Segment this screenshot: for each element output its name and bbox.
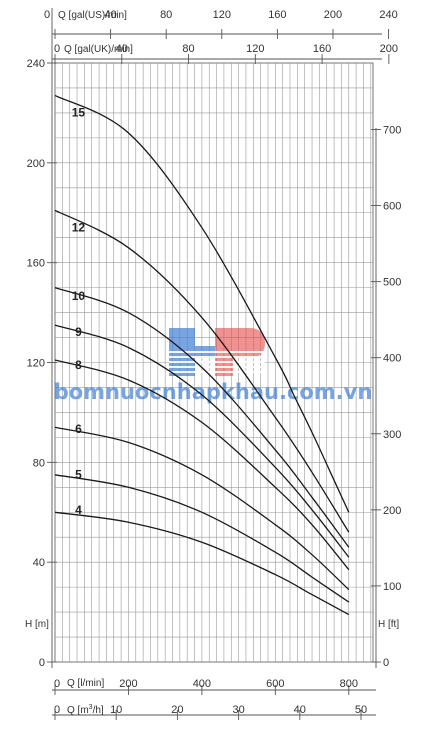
bottom-lmin-axis-label: Q [l/min] <box>67 678 104 689</box>
curve-label-15: 15 <box>72 106 86 120</box>
curve-4 <box>54 511 350 616</box>
top-us-tick-label: 240 <box>379 9 397 21</box>
curve-label-10: 10 <box>72 289 86 303</box>
curve-label-12: 12 <box>72 220 86 234</box>
curve-6 <box>54 426 350 591</box>
curve-15 <box>54 94 350 513</box>
curve-label-8: 8 <box>75 358 82 372</box>
right-tick-label: 500 <box>383 277 401 289</box>
bottom-m3h-tick-label: 10 <box>110 704 122 716</box>
top-us-tick-label: 40 <box>104 9 116 21</box>
top-uk-tick-label-zero: 0 <box>54 43 60 55</box>
bottom-m3h-tick-label-zero: 0 <box>54 704 60 716</box>
top-uk-tick-label: 40 <box>116 43 128 55</box>
curve-12 <box>54 209 350 533</box>
top-us-tick-label: 160 <box>268 9 286 21</box>
top-uk-tick-label: 200 <box>380 43 398 55</box>
bottom-m3h-tick-label: 40 <box>294 704 306 716</box>
curve-label-9: 9 <box>75 325 82 339</box>
right-tick-label: 100 <box>383 581 401 593</box>
right-tick-label: 600 <box>383 201 401 213</box>
top-us-tick-label: 120 <box>213 9 231 21</box>
left-tick-label: 240 <box>27 58 45 70</box>
right-axis-label: H [ft] <box>378 619 399 630</box>
right-tick-label: 700 <box>383 124 401 136</box>
left-tick-label: 0 <box>39 657 45 669</box>
curve-label-5: 5 <box>75 468 82 482</box>
left-tick-label: 200 <box>27 158 45 170</box>
curve-label-6: 6 <box>75 422 82 436</box>
curve-10 <box>54 286 350 548</box>
left-axis-label: H [m] <box>25 619 49 630</box>
right-tick-label: 0 <box>383 657 389 669</box>
curve-9 <box>54 324 350 558</box>
top-uk-axis-label: Q [gal(UK)/min] <box>64 44 133 55</box>
left-tick-label: 40 <box>33 557 45 569</box>
watermark: bomnuocnhapkhau.com.vn <box>54 328 373 404</box>
left-tick-label: 120 <box>27 358 45 370</box>
bottom-m3h-tick-label: 30 <box>232 704 244 716</box>
right-tick-label: 400 <box>383 353 401 365</box>
bottom-lmin-tick-label: 800 <box>340 678 358 690</box>
left-tick-label: 80 <box>33 457 45 469</box>
hp-logo <box>169 328 265 376</box>
bottom-m3h-tick-label: 20 <box>171 704 183 716</box>
top-us-tick-label: 200 <box>324 9 342 21</box>
right-tick-label: 300 <box>383 429 401 441</box>
right-tick-label: 200 <box>383 505 401 517</box>
curve-5 <box>54 474 350 603</box>
top-us-tick-label-zero: 0 <box>44 9 50 21</box>
top-uk-tick-label: 160 <box>313 43 331 55</box>
watermark-text: bomnuocnhapkhau.com.vn <box>54 380 373 404</box>
top-uk-tick-label: 120 <box>246 43 264 55</box>
top-us-axis-label: Q [gal(US)/min] <box>58 10 127 21</box>
left-tick-label: 160 <box>27 258 45 270</box>
curves: 15 12 10 9 8 6 5 4 <box>54 94 350 616</box>
curve-label-4: 4 <box>75 503 82 517</box>
bottom-lmin-tick-label: 200 <box>119 678 137 690</box>
bottom-m3h-tick-label: 50 <box>355 704 367 716</box>
top-us-tick-label: 80 <box>160 9 172 21</box>
bottom-lmin-tick-label: 600 <box>266 678 284 690</box>
curve-8 <box>54 359 350 571</box>
bottom-lmin-tick-label-zero: 0 <box>54 678 60 690</box>
bottom-lmin-tick-label: 400 <box>193 678 211 690</box>
bottom-m3h-axis-label: Q [m3/h] <box>67 704 104 716</box>
top-uk-tick-label: 80 <box>182 43 194 55</box>
